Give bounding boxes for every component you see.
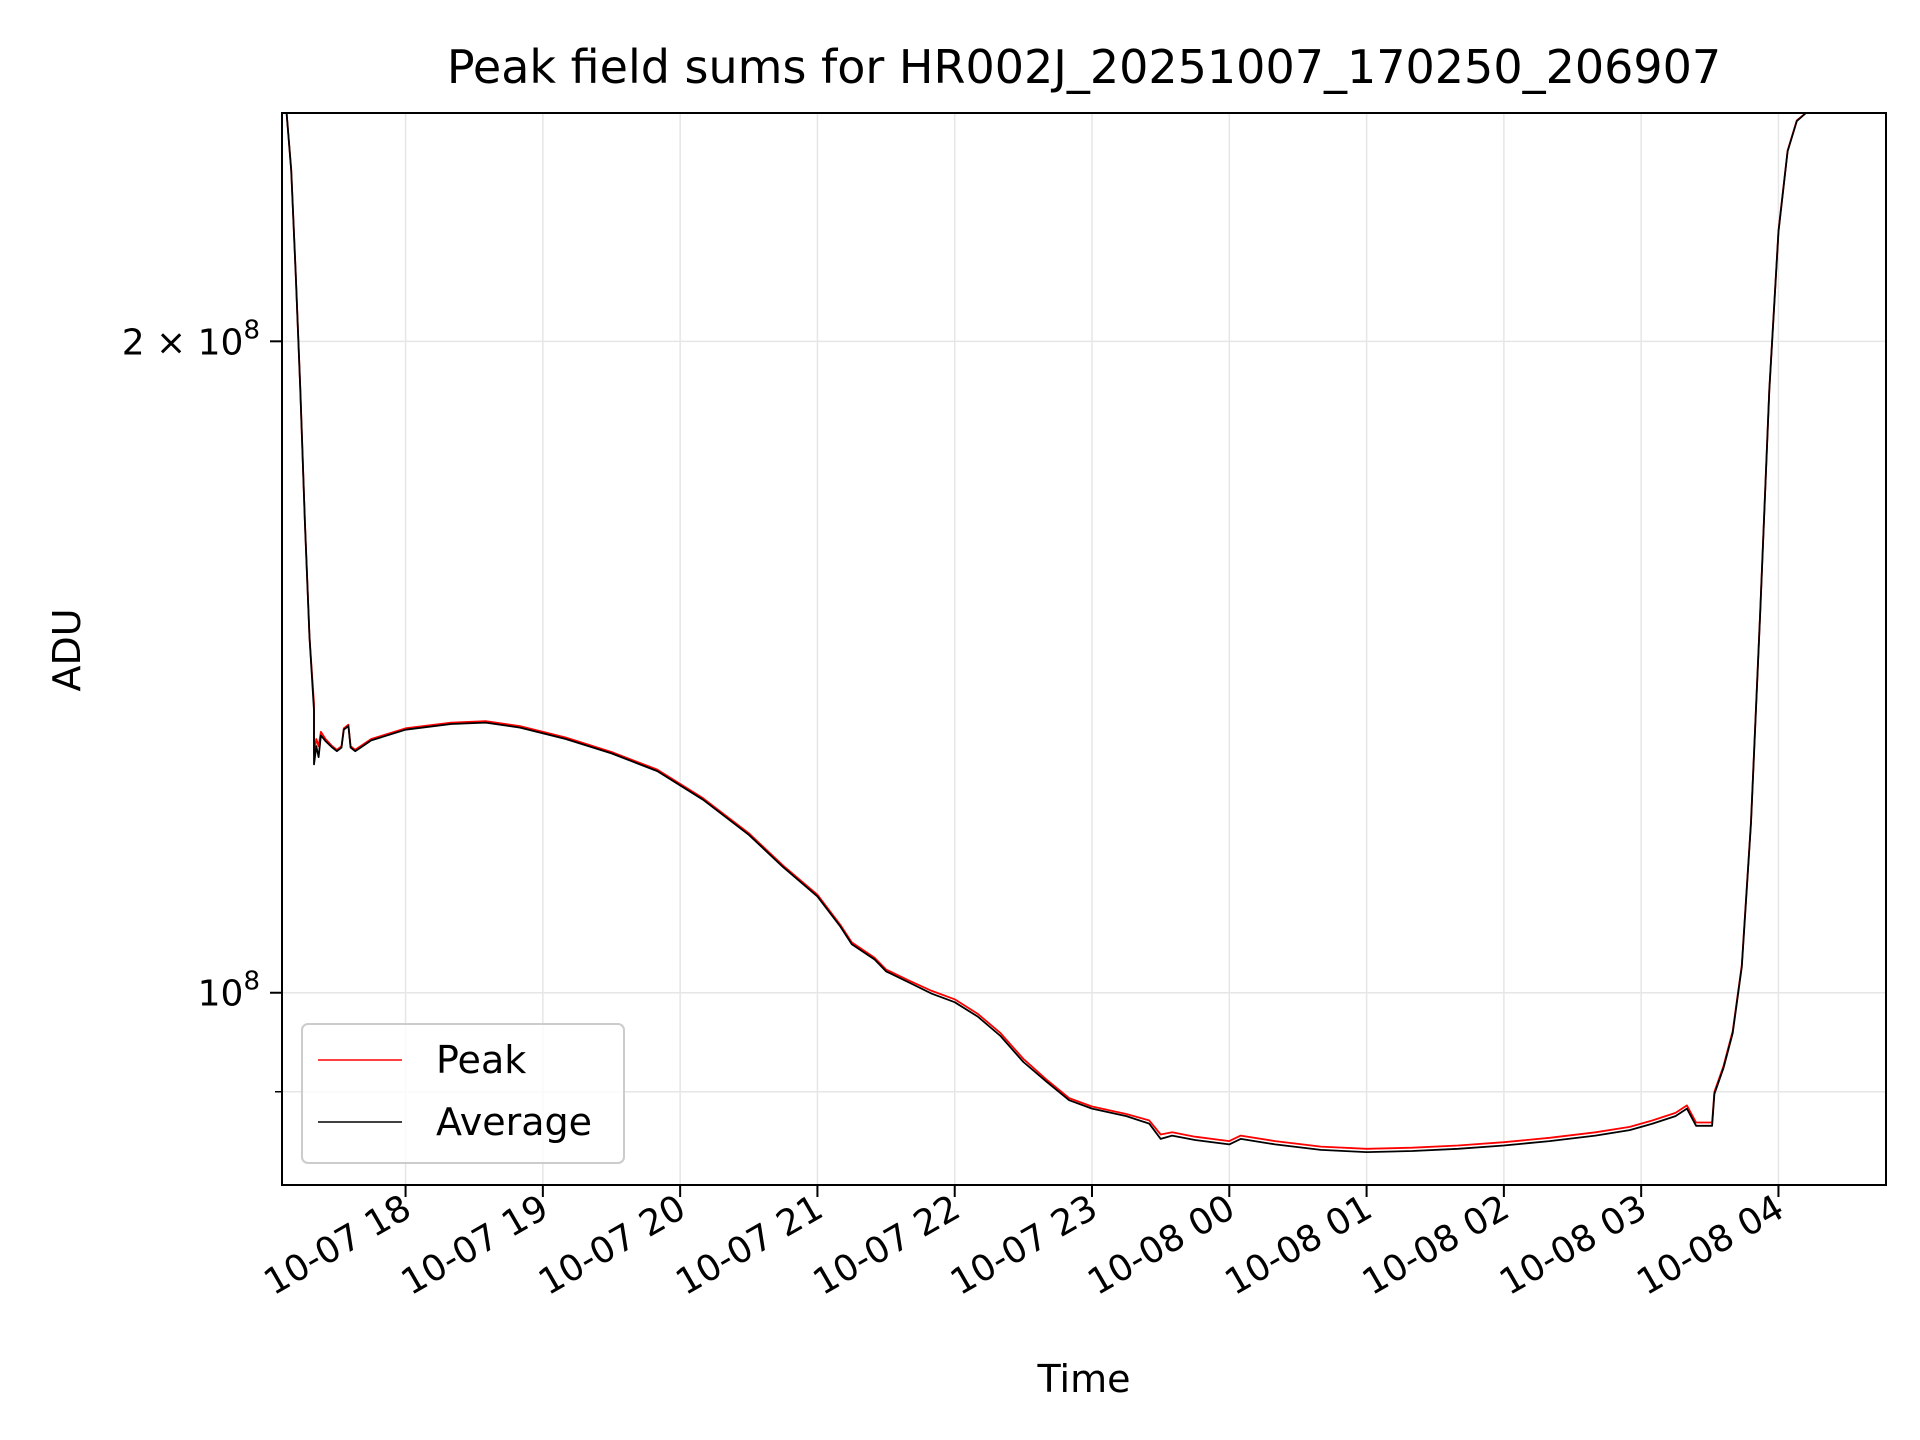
chart-title: Peak field sums for HR002J_20251007_1702… [447,40,1721,94]
legend-label-average: Average [436,1100,592,1144]
series-line-peak [282,113,1886,1150]
legend-box [301,1023,625,1164]
legend-label-peak: Peak [436,1038,526,1082]
x-axis-label: Time [1037,1357,1131,1401]
y-axis-label: ADU [45,608,89,691]
series-layer [282,113,1886,1153]
legend: Peak Average [301,1023,625,1164]
plot-frame [281,112,1887,1186]
grid [282,113,1886,1185]
y-tick-label: 2 × 108 [122,315,260,363]
y-tick-label: 108 [198,967,260,1015]
series-line-average [282,113,1886,1153]
